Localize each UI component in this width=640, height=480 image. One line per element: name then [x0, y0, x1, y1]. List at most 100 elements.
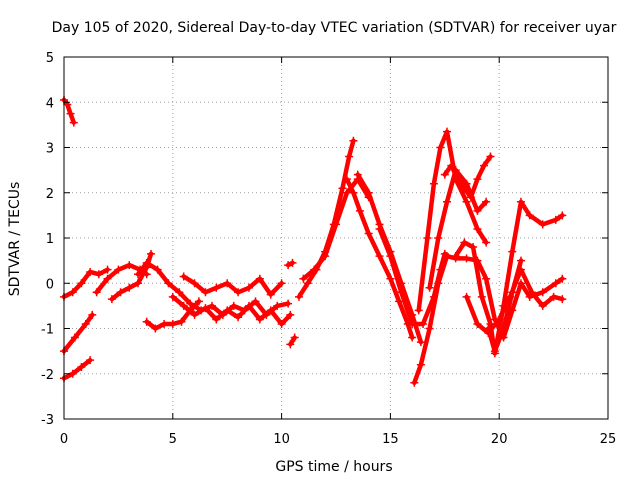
data-point-marker	[484, 324, 493, 333]
data-point-marker	[538, 301, 547, 310]
data-point-marker	[223, 306, 232, 315]
data-point-marker	[69, 118, 78, 127]
data-point-marker	[508, 247, 517, 256]
data-point-marker	[375, 252, 384, 261]
data-point-marker	[414, 306, 423, 315]
data-point-marker	[175, 288, 184, 297]
data-point-marker	[223, 279, 232, 288]
data-point-marker	[375, 224, 384, 233]
data-point-marker	[295, 292, 304, 301]
y-tick-label: -2	[41, 368, 54, 383]
data-point-marker	[482, 238, 491, 247]
series-arc-12	[286, 333, 299, 349]
data-point-marker	[349, 188, 358, 197]
data-point-marker	[277, 279, 286, 288]
data-point-marker	[299, 274, 308, 283]
data-point-marker	[86, 356, 95, 365]
data-point-marker	[86, 267, 95, 276]
data-point-marker	[212, 315, 221, 324]
data-point-marker	[386, 274, 395, 283]
series-arc-9	[142, 297, 203, 333]
data-point-marker	[251, 297, 260, 306]
data-point-marker	[353, 170, 362, 179]
data-point-marker	[525, 292, 534, 301]
y-tick-label: 3	[46, 142, 54, 157]
data-point-marker	[436, 143, 445, 152]
data-point-marker	[551, 215, 560, 224]
data-point-marker	[549, 292, 558, 301]
data-point-marker	[490, 347, 499, 356]
x-tick-label: 0	[60, 432, 68, 447]
data-point-marker	[133, 270, 142, 279]
data-point-marker	[386, 252, 395, 261]
data-point-marker	[442, 127, 451, 136]
data-point-marker	[168, 319, 177, 328]
data-point-marker	[133, 279, 142, 288]
data-point-marker	[70, 333, 79, 342]
y-tick-label: -1	[41, 323, 54, 338]
data-point-marker	[453, 175, 462, 184]
x-tick-label: 20	[491, 432, 508, 447]
data-point-marker	[177, 317, 186, 326]
data-point-marker	[201, 288, 210, 297]
data-point-marker	[179, 301, 188, 310]
data-point-marker	[516, 197, 525, 206]
series-arc-10	[179, 272, 286, 299]
data-point-marker	[186, 299, 195, 308]
data-point-marker	[66, 109, 75, 118]
data-point-marker	[77, 279, 86, 288]
y-tick-label: 0	[46, 277, 54, 292]
y-axis-label: SDTVAR / TECUs	[7, 182, 23, 297]
data-point-marker	[473, 206, 482, 215]
x-tick-label: 25	[600, 432, 617, 447]
data-point-marker	[288, 258, 297, 267]
data-point-marker	[290, 333, 299, 342]
data-point-marker	[142, 317, 151, 326]
data-point-marker	[88, 310, 97, 319]
data-point-marker	[434, 234, 443, 242]
y-tick-label: -3	[41, 413, 54, 428]
data-point-marker	[342, 175, 351, 184]
data-point-marker	[77, 362, 86, 371]
data-point-marker	[303, 279, 312, 288]
data-point-marker	[160, 319, 169, 328]
x-axis-label: GPS time / hours	[275, 459, 392, 475]
data-point-marker	[277, 319, 286, 328]
data-point-marker	[442, 197, 451, 206]
data-point-marker	[338, 184, 347, 193]
data-point-marker	[125, 283, 134, 292]
series-arc-11	[284, 258, 297, 270]
data-point-marker	[538, 220, 547, 229]
data-point-marker	[349, 136, 358, 145]
data-point-marker	[447, 161, 456, 170]
series-trace	[61, 312, 95, 354]
series-arc-21	[440, 152, 495, 202]
data-point-marker	[194, 297, 203, 306]
data-point-marker	[164, 279, 173, 288]
axis-ticks: 0 5 10 15 20 25 -3 -2 -1 0 1 2 3 4 5	[41, 51, 616, 447]
data-point-marker	[255, 315, 264, 324]
data-point-marker	[266, 306, 275, 315]
data-point-marker	[416, 360, 425, 369]
data-point-marker	[94, 270, 103, 279]
data-point-marker	[332, 220, 340, 229]
x-tick-label: 15	[382, 432, 399, 447]
data-point-marker	[229, 301, 238, 310]
data-point-marker	[482, 197, 491, 206]
data-point-marker	[482, 274, 491, 283]
data-point-marker	[190, 279, 199, 288]
data-point-marker	[425, 324, 434, 333]
data-point-marker	[525, 211, 534, 220]
data-point-marker	[68, 288, 77, 297]
data-point-marker	[190, 310, 199, 319]
data-point-marker	[207, 301, 216, 310]
data-point-marker	[286, 310, 295, 319]
data-point-marker	[244, 283, 253, 292]
data-point-marker	[425, 283, 434, 292]
data-point-marker	[114, 265, 123, 274]
data-point-marker	[244, 301, 253, 310]
series-trace	[170, 294, 293, 327]
data-point-marker	[364, 229, 373, 238]
x-tick-label: 10	[273, 432, 290, 447]
